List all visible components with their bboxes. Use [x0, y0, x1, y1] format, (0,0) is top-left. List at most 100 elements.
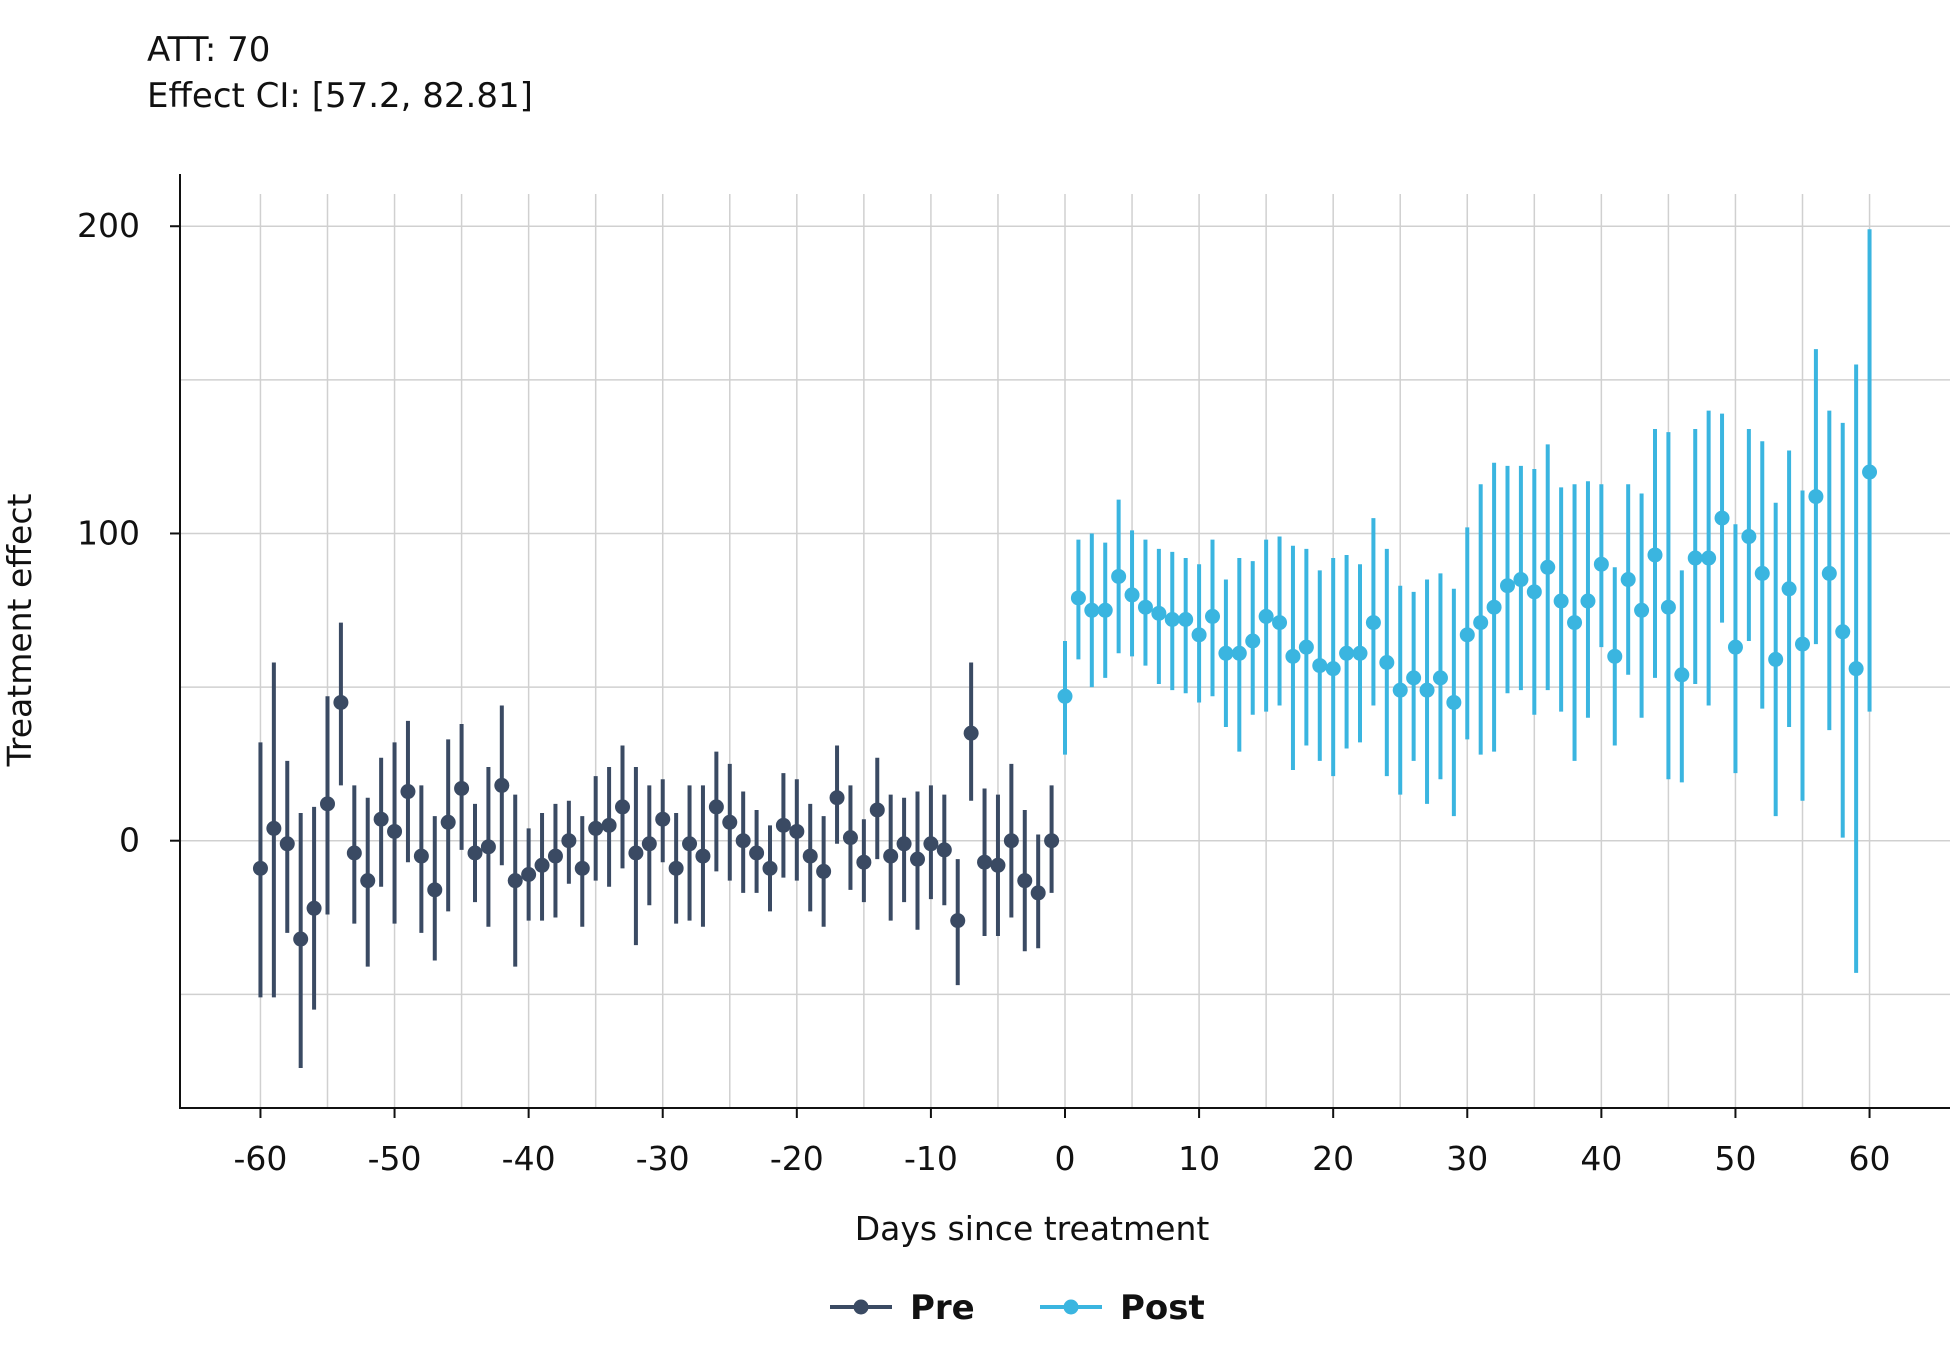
data-point-pre[interactable]	[762, 860, 778, 876]
data-point-post[interactable]	[1486, 599, 1502, 615]
data-point-pre[interactable]	[252, 860, 268, 876]
data-point-post[interactable]	[1097, 602, 1113, 618]
data-point-pre[interactable]	[494, 777, 510, 793]
data-point-post[interactable]	[1164, 611, 1180, 627]
data-point-pre[interactable]	[628, 845, 644, 861]
data-point-pre[interactable]	[1003, 833, 1019, 849]
data-point-post[interactable]	[1862, 464, 1878, 480]
data-point-post[interactable]	[1151, 605, 1167, 621]
data-point-pre[interactable]	[547, 848, 563, 864]
data-point-pre[interactable]	[534, 857, 550, 873]
data-point-post[interactable]	[1580, 593, 1596, 609]
data-point-post[interactable]	[1526, 584, 1542, 600]
data-point-post[interactable]	[1741, 529, 1757, 545]
data-point-post[interactable]	[1808, 489, 1824, 505]
data-point-pre[interactable]	[990, 857, 1006, 873]
data-point-pre[interactable]	[400, 784, 416, 800]
data-point-pre[interactable]	[333, 694, 349, 710]
data-point-post[interactable]	[1727, 639, 1743, 655]
data-point-post[interactable]	[1607, 648, 1623, 664]
data-point-pre[interactable]	[655, 811, 671, 827]
data-point-post[interactable]	[1419, 682, 1435, 698]
data-point-pre[interactable]	[507, 873, 523, 889]
data-point-pre[interactable]	[279, 836, 295, 852]
data-point-post[interactable]	[1701, 550, 1717, 566]
data-point-post[interactable]	[1634, 602, 1650, 618]
data-point-pre[interactable]	[829, 790, 845, 806]
data-point-post[interactable]	[1674, 667, 1690, 683]
data-point-pre[interactable]	[440, 814, 456, 830]
data-point-pre[interactable]	[910, 851, 925, 867]
data-point-post[interactable]	[1205, 608, 1220, 624]
data-point-pre[interactable]	[467, 845, 483, 861]
data-point-pre[interactable]	[413, 848, 429, 864]
legend-item-post[interactable]: Post	[1040, 1288, 1205, 1328]
data-point-post[interactable]	[1795, 636, 1810, 652]
data-point-post[interactable]	[1191, 627, 1207, 643]
data-point-post[interactable]	[1258, 608, 1274, 624]
data-point-pre[interactable]	[775, 817, 791, 833]
data-point-pre[interactable]	[320, 796, 335, 812]
data-point-pre[interactable]	[521, 867, 537, 882]
data-point-post[interactable]	[1111, 568, 1127, 584]
data-point-post[interactable]	[1687, 550, 1703, 566]
data-point-pre[interactable]	[668, 860, 684, 876]
data-point-post[interactable]	[1285, 648, 1301, 664]
data-point-post[interactable]	[1714, 510, 1730, 526]
data-point-pre[interactable]	[963, 725, 979, 741]
data-point-post[interactable]	[1781, 581, 1797, 597]
data-point-post[interactable]	[1848, 661, 1864, 677]
data-point-post[interactable]	[1821, 565, 1837, 581]
data-point-post[interactable]	[1647, 547, 1663, 563]
data-point-pre[interactable]	[601, 817, 617, 833]
data-point-pre[interactable]	[1030, 885, 1046, 901]
data-point-pre[interactable]	[802, 848, 818, 864]
data-point-post[interactable]	[1473, 615, 1489, 631]
data-point-post[interactable]	[1620, 572, 1636, 588]
data-point-post[interactable]	[1178, 611, 1194, 627]
data-point-pre[interactable]	[749, 845, 765, 861]
data-point-post[interactable]	[1352, 645, 1368, 661]
data-point-pre[interactable]	[588, 820, 604, 836]
data-point-pre[interactable]	[682, 836, 698, 852]
data-point-post[interactable]	[1325, 661, 1341, 677]
data-point-pre[interactable]	[1044, 833, 1060, 849]
data-point-post[interactable]	[1084, 602, 1100, 618]
data-point-pre[interactable]	[816, 863, 832, 879]
data-point-post[interactable]	[1272, 615, 1288, 631]
data-point-post[interactable]	[1406, 670, 1422, 686]
data-point-pre[interactable]	[923, 836, 939, 852]
data-point-pre[interactable]	[266, 820, 282, 836]
data-point-pre[interactable]	[936, 842, 952, 858]
data-point-pre[interactable]	[387, 823, 403, 839]
data-point-pre[interactable]	[360, 873, 376, 889]
data-point-post[interactable]	[1459, 627, 1475, 643]
data-point-pre[interactable]	[950, 913, 966, 929]
data-point-post[interactable]	[1768, 651, 1784, 667]
data-point-pre[interactable]	[1017, 873, 1033, 889]
data-point-post[interactable]	[1312, 658, 1328, 674]
data-point-post[interactable]	[1500, 578, 1515, 594]
data-point-pre[interactable]	[789, 823, 805, 839]
data-point-post[interactable]	[1365, 615, 1381, 631]
data-point-pre[interactable]	[574, 860, 590, 876]
data-point-post[interactable]	[1567, 615, 1583, 631]
data-point-post[interactable]	[1432, 670, 1448, 686]
data-point-post[interactable]	[1392, 682, 1408, 698]
data-point-post[interactable]	[1446, 694, 1462, 710]
data-point-pre[interactable]	[427, 882, 443, 898]
data-point-post[interactable]	[1660, 599, 1676, 615]
data-point-pre[interactable]	[722, 814, 738, 830]
data-point-pre[interactable]	[869, 802, 885, 818]
data-point-post[interactable]	[1070, 590, 1086, 606]
data-point-pre[interactable]	[293, 931, 309, 947]
data-point-post[interactable]	[1231, 645, 1247, 661]
data-point-post[interactable]	[1835, 624, 1851, 640]
data-point-post[interactable]	[1339, 645, 1355, 661]
data-point-pre[interactable]	[641, 836, 657, 852]
data-point-pre[interactable]	[480, 839, 496, 855]
data-point-post[interactable]	[1245, 633, 1261, 649]
data-point-post[interactable]	[1298, 639, 1314, 655]
data-point-post[interactable]	[1218, 645, 1234, 661]
data-point-post[interactable]	[1513, 572, 1529, 588]
